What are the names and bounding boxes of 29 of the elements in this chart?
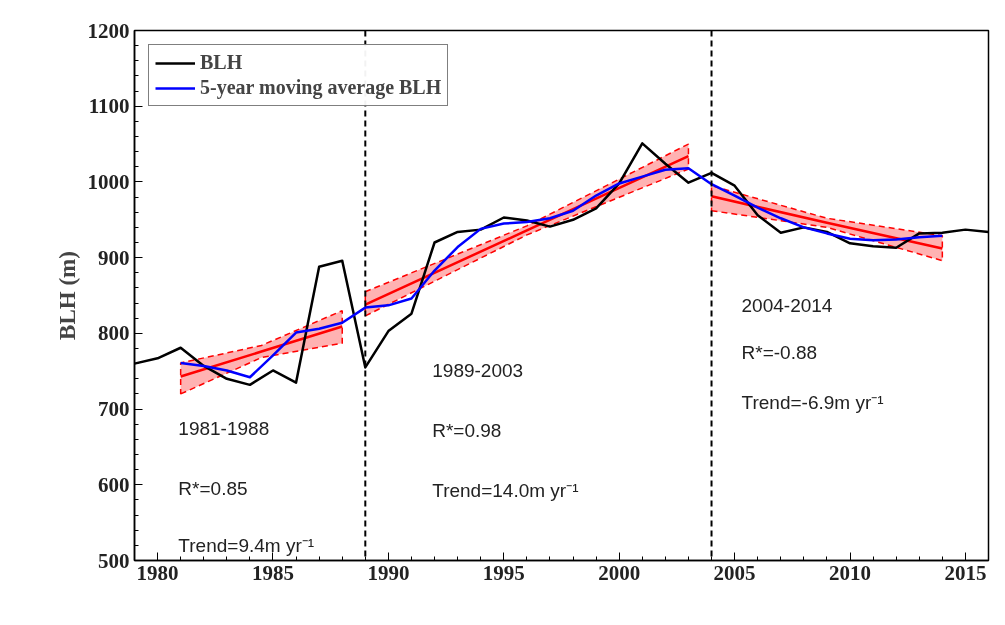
legend-label: BLH (200, 51, 243, 74)
annotation: Trend=-6.9m yr⁻¹ (741, 391, 884, 413)
y-tick-label: 1100 (88, 94, 130, 119)
annotation: R*=0.98 (432, 419, 502, 441)
annotation: 1981-1988 (178, 418, 270, 440)
annotation: 2004-2014 (741, 294, 833, 316)
x-tick-label: 1990 (367, 560, 410, 585)
x-tick-label: 2010 (829, 560, 872, 585)
annotation: R*=0.85 (178, 478, 248, 500)
legend-label: 5-year moving average BLH (200, 76, 442, 99)
x-tick-label: 1980 (136, 560, 179, 585)
x-tick-label: 2015 (944, 560, 987, 585)
x-tick-label: 1985 (251, 560, 294, 585)
annotation: Trend=14.0m yr⁻¹ (432, 480, 579, 502)
y-tick-label: 700 (98, 397, 130, 422)
y-tick-label: 500 (98, 548, 130, 573)
y-tick-label: 800 (98, 321, 130, 346)
y-tick-label: 900 (98, 245, 130, 270)
x-tick-label: 2005 (713, 560, 756, 585)
y-axis-title: BLH (m) (54, 251, 80, 340)
line-series (179, 167, 944, 379)
y-tick-label: 600 (98, 472, 130, 497)
y-tick-label: 1000 (87, 169, 130, 194)
y-tick-label: 1200 (87, 18, 130, 43)
annotation: 1989-2003 (432, 359, 524, 381)
x-tick-label: 2000 (598, 560, 641, 585)
annotation: R*=-0.88 (741, 341, 818, 363)
annotation: Trend=9.4m yr⁻¹ (178, 534, 315, 556)
x-tick-label: 1995 (482, 560, 525, 585)
